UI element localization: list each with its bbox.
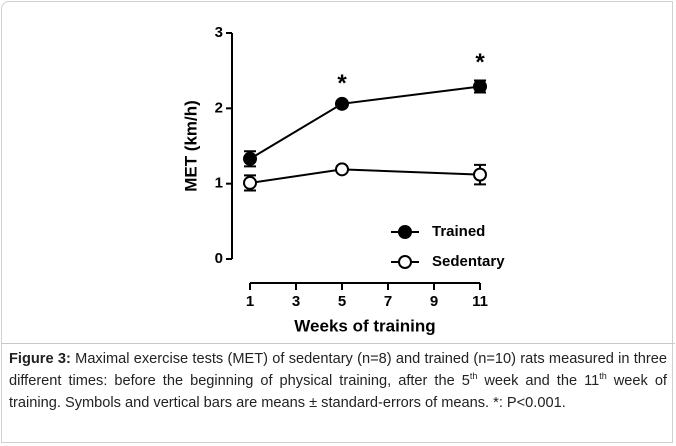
legend-label: Sedentary <box>432 253 505 270</box>
chart: MET (km/h) Weeks of training 0 1 2 3 1 3 5 7 9 11… <box>181 24 505 336</box>
annotation: * <box>337 70 347 97</box>
caption-label: Figure 3: <box>9 351 71 367</box>
annotation: * <box>475 49 485 76</box>
caption-text: week and the 11 <box>477 373 600 389</box>
caption: Figure 3: Maximal exercise tests (MET) o… <box>9 348 667 414</box>
x-tick-label: 3 <box>292 293 300 310</box>
y-tick-label: 3 <box>215 24 223 41</box>
x-tick-label: 1 <box>246 293 254 310</box>
legend-marker <box>398 225 412 239</box>
legend-marker <box>398 255 412 269</box>
x-tick-label: 5 <box>338 293 346 310</box>
x-axis-label: Weeks of training <box>294 316 435 335</box>
y-axis-label: MET (km/h) <box>181 100 200 192</box>
series-line <box>249 168 481 184</box>
y-tick-label: 1 <box>215 175 223 192</box>
marker <box>473 79 487 94</box>
marker <box>473 167 487 182</box>
series-line <box>249 85 481 160</box>
caption-text: Maximal exercise tests (MET) of sedentar… <box>9 351 668 389</box>
x-tick-label: 7 <box>384 293 392 310</box>
marker <box>243 175 257 190</box>
x-tick-label: 11 <box>472 293 488 310</box>
marker <box>243 151 257 166</box>
marker <box>335 162 349 177</box>
separator <box>1 343 675 344</box>
legend-label: Trained <box>432 223 485 240</box>
marker <box>335 96 349 111</box>
y-tick-label: 0 <box>215 250 223 267</box>
caption-text: week of training. Symbols and vertical b… <box>9 373 667 411</box>
y-tick-label: 2 <box>215 99 223 116</box>
x-tick-label: 9 <box>430 293 438 310</box>
superscript: th <box>599 371 607 382</box>
superscript: th <box>469 371 478 382</box>
